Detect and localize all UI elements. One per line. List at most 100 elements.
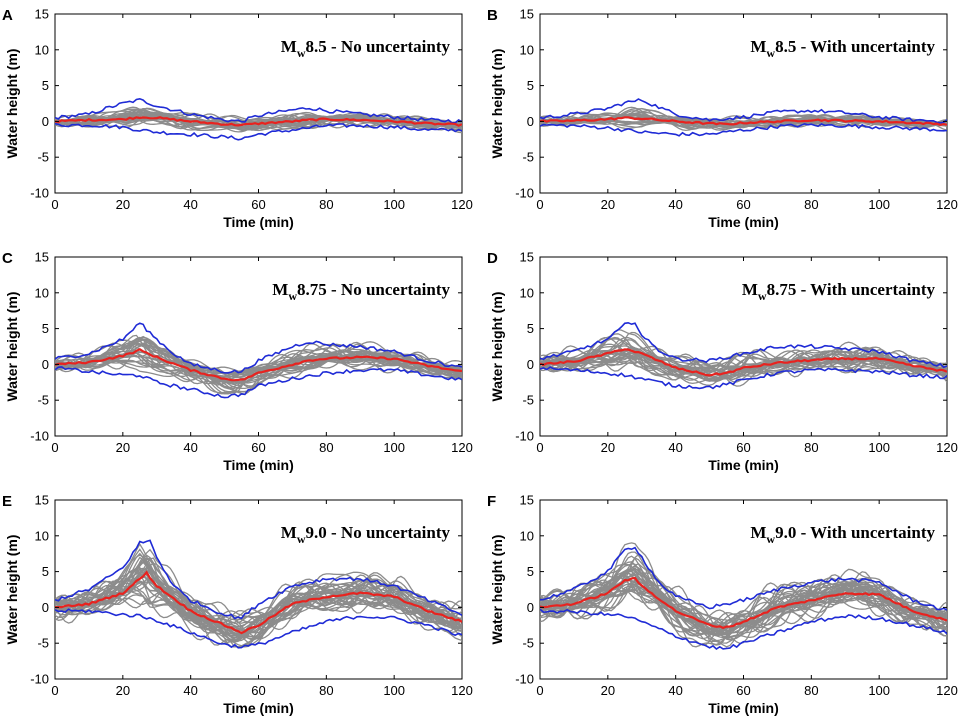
- ensemble-line: [55, 114, 462, 130]
- y-tick-label: -10: [515, 186, 534, 201]
- lower-bound-line: [540, 608, 947, 651]
- x-axis-label: Time (min): [223, 457, 294, 473]
- x-tick-label: 40: [668, 440, 682, 455]
- x-tick-label: 100: [868, 197, 890, 212]
- y-tick-label: -10: [515, 429, 534, 444]
- y-tick-label: 0: [527, 357, 534, 372]
- y-tick-label: 15: [520, 250, 534, 265]
- x-tick-label: 100: [383, 440, 405, 455]
- x-tick-label: 120: [936, 197, 958, 212]
- mean-line: [540, 116, 947, 127]
- x-tick-label: 20: [116, 440, 130, 455]
- y-tick-label: 15: [520, 7, 534, 22]
- x-tick-label: 0: [51, 197, 58, 212]
- x-tick-label: 40: [183, 440, 197, 455]
- mean-line: [55, 570, 462, 635]
- upper-bound-line: [55, 97, 462, 124]
- upper-bound-line: [540, 321, 947, 369]
- x-tick-label: 120: [451, 440, 473, 455]
- y-tick-label: -5: [37, 636, 49, 651]
- y-tick-label: 0: [527, 114, 534, 129]
- series-group: [55, 539, 462, 649]
- panel-title: Mw8.75 - No uncertainty: [272, 280, 450, 303]
- x-tick-label: 40: [183, 197, 197, 212]
- ensemble-line: [540, 563, 947, 644]
- x-tick-label: 0: [536, 683, 543, 698]
- x-axis-label: Time (min): [223, 214, 294, 230]
- panel-letter: A: [2, 7, 13, 24]
- y-tick-label: 0: [527, 600, 534, 615]
- x-tick-label: 80: [319, 440, 333, 455]
- ensemble-line: [55, 548, 462, 646]
- x-tick-label: 120: [936, 440, 958, 455]
- y-tick-label: -5: [522, 150, 534, 165]
- x-tick-label: 20: [601, 683, 615, 698]
- x-tick-label: 0: [51, 440, 58, 455]
- y-axis-label: Water height (m): [4, 49, 20, 159]
- y-axis-label: Water height (m): [489, 535, 505, 645]
- series-group: [540, 98, 947, 137]
- ensemble-line: [55, 583, 462, 631]
- y-tick-label: 10: [520, 528, 534, 543]
- y-axis-label: Water height (m): [4, 535, 20, 645]
- y-tick-label: 10: [520, 42, 534, 57]
- upper-bound-line: [540, 98, 947, 124]
- y-tick-label: 15: [35, 493, 49, 508]
- ensemble-line: [55, 335, 462, 395]
- x-tick-label: 80: [804, 197, 818, 212]
- panel-letter: E: [2, 493, 12, 510]
- series-group: [55, 322, 462, 399]
- x-tick-label: 20: [116, 683, 130, 698]
- panel-letter: B: [487, 7, 498, 24]
- y-tick-label: 0: [42, 114, 49, 129]
- x-tick-label: 80: [319, 683, 333, 698]
- panel-title: Mw8.5 - No uncertainty: [281, 37, 451, 60]
- x-tick-label: 20: [601, 440, 615, 455]
- y-tick-label: 0: [42, 600, 49, 615]
- x-tick-label: 40: [668, 683, 682, 698]
- y-tick-label: 15: [35, 7, 49, 22]
- x-tick-label: 60: [736, 197, 750, 212]
- series-group: [55, 97, 462, 141]
- y-tick-label: 10: [35, 528, 49, 543]
- y-tick-label: -5: [37, 393, 49, 408]
- lower-bound-line: [55, 122, 462, 141]
- y-tick-label: -5: [37, 150, 49, 165]
- ensemble-line: [55, 548, 462, 648]
- ensemble-line: [540, 568, 947, 632]
- plot-frame: [54, 13, 463, 194]
- ensemble-line: [55, 580, 462, 648]
- panel-letter: C: [2, 250, 13, 267]
- y-tick-label: 10: [520, 285, 534, 300]
- panel-b: 0 20 40 60 80 100 120 -10 -5 0 5 10 15 Time (min) Wate…: [487, 7, 958, 231]
- y-tick-label: 5: [527, 78, 534, 93]
- lower-bound-line: [540, 122, 947, 137]
- y-tick-label: -10: [30, 186, 49, 201]
- x-tick-label: 80: [319, 197, 333, 212]
- panel-f: 0 20 40 60 80 100 120 -10 -5 0 5 10 15 Time (min) Wate…: [487, 493, 958, 717]
- y-tick-label: 0: [42, 357, 49, 372]
- lower-bound-line: [540, 366, 947, 390]
- lower-bound-line: [55, 366, 462, 399]
- panel-title: Mw8.5 - With uncertainty: [750, 37, 935, 60]
- x-tick-label: 60: [251, 197, 265, 212]
- mean-line: [55, 348, 462, 382]
- x-tick-label: 120: [936, 683, 958, 698]
- y-tick-label: -10: [30, 672, 49, 687]
- panel-title: Mw9.0 - With uncertainty: [750, 523, 935, 546]
- y-tick-label: -5: [522, 393, 534, 408]
- y-tick-label: 10: [35, 285, 49, 300]
- y-tick-label: -10: [30, 429, 49, 444]
- panel-letter: D: [487, 250, 498, 267]
- ensemble-line: [540, 581, 947, 637]
- y-tick-label: 5: [42, 321, 49, 336]
- y-tick-label: -10: [515, 672, 534, 687]
- y-tick-label: 10: [35, 42, 49, 57]
- x-tick-label: 120: [451, 683, 473, 698]
- x-tick-label: 100: [383, 683, 405, 698]
- x-tick-label: 0: [536, 197, 543, 212]
- upper-bound-line: [55, 322, 462, 374]
- y-axis-label: Water height (m): [4, 292, 20, 402]
- lower-bound-line: [55, 608, 462, 649]
